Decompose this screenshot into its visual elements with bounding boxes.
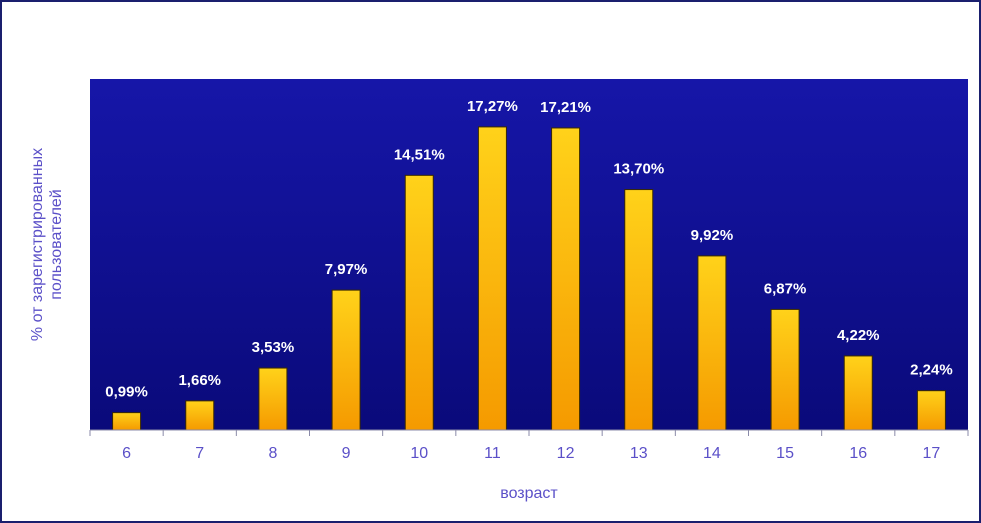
bar-age-6	[112, 412, 142, 431]
x-tick-label-12: 12	[557, 445, 575, 462]
x-tick-label-15: 15	[776, 445, 794, 462]
x-tick-label-9: 9	[342, 445, 351, 462]
data-label-age-17: 2,24%	[910, 362, 953, 379]
plot-area	[90, 79, 968, 430]
data-label-age-16: 4,22%	[837, 327, 880, 344]
data-label-age-8: 3,53%	[252, 339, 295, 356]
bar-age-14	[697, 255, 727, 431]
data-label-age-9: 7,97%	[325, 261, 368, 278]
x-tick-label-16: 16	[849, 445, 867, 462]
data-label-age-14: 9,92%	[691, 227, 734, 244]
bar-age-9	[331, 289, 361, 431]
x-tick-label-13: 13	[630, 445, 648, 462]
x-tick-label-14: 14	[703, 445, 721, 462]
data-label-age-7: 1,66%	[178, 372, 221, 389]
bar-age-15	[770, 308, 800, 431]
y-axis-title-line-1: % от зарегистрированных	[29, 148, 46, 341]
data-label-age-12: 17,21%	[540, 99, 591, 116]
bar-age-10	[404, 174, 434, 431]
bar-age-16	[843, 355, 873, 431]
data-label-age-10: 14,51%	[394, 146, 445, 163]
x-ticks-layer: 6 7 8 9 10 11 12 13 14 15 16 17	[89, 430, 969, 462]
bar-age-11	[477, 126, 507, 431]
x-tick-label-17: 17	[923, 445, 941, 462]
bar-age-7	[185, 400, 215, 431]
x-tick-label-10: 10	[410, 445, 428, 462]
x-tick-label-6: 6	[122, 445, 131, 462]
bar-age-17	[916, 390, 946, 431]
bar-age-13	[624, 189, 654, 431]
data-label-age-15: 6,87%	[764, 280, 807, 297]
data-label-age-11: 17,27%	[467, 98, 518, 115]
data-labels-layer: 0,99% 1,66% 3,53% 7,97% 14,51% 17,27% 17,21% 13…	[105, 98, 952, 401]
bar-age-12	[551, 127, 581, 431]
y-axis-title-line-2: пользователей	[48, 189, 65, 300]
x-tick-label-8: 8	[268, 445, 277, 462]
x-tick-label-7: 7	[195, 445, 204, 462]
bars-layer	[112, 126, 946, 431]
data-label-age-6: 0,99%	[105, 384, 148, 401]
y-axis-title: % от зарегистрированных пользователей	[29, 148, 65, 341]
bar-age-8	[258, 367, 288, 431]
x-tick-label-11: 11	[484, 445, 501, 462]
data-label-age-13: 13,70%	[613, 161, 664, 178]
x-axis-title: возраст	[500, 485, 558, 502]
